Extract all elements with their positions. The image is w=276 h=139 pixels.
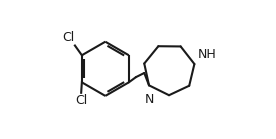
Text: Cl: Cl: [75, 94, 87, 107]
Text: N: N: [144, 93, 154, 106]
Text: NH: NH: [198, 48, 217, 61]
Text: Cl: Cl: [62, 31, 74, 44]
